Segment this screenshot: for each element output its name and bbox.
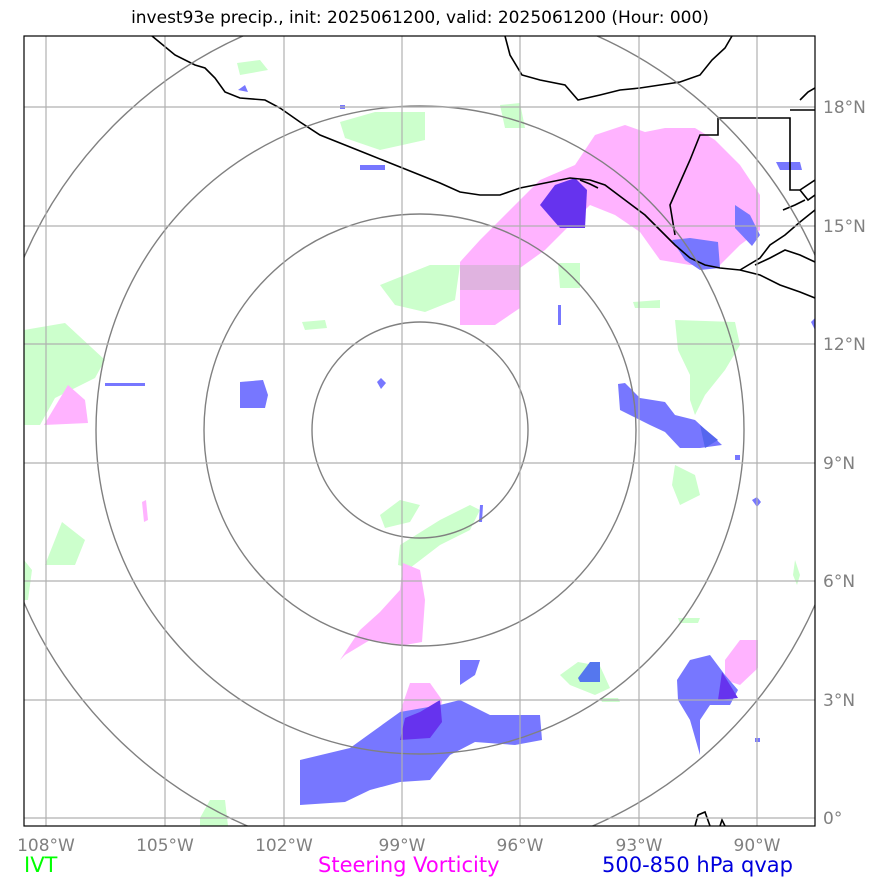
range-rings — [24, 36, 815, 826]
y-tick-label: 15°N — [823, 217, 866, 237]
coastlines — [151, 36, 815, 826]
x-tick-label: 99°W — [379, 836, 426, 856]
plot-frame — [23, 35, 816, 827]
x-tick-label: 96°W — [497, 836, 544, 856]
x-tick-labels: 108°W 105°W 102°W 99°W 96°W 93°W 90°W — [17, 836, 781, 856]
y-tick-labels: 18°N 15°N 12°N 9°N 6°N 3°N 0° — [823, 98, 866, 829]
y-tick-label: 3°N — [823, 691, 855, 711]
x-tick-label: 93°W — [616, 836, 663, 856]
y-tick-label: 9°N — [823, 454, 855, 474]
map-title: invest93e precip., init: 2025061200, val… — [131, 8, 709, 28]
y-tick-label: 0° — [823, 809, 842, 829]
x-tick-label: 108°W — [17, 836, 75, 856]
legend-steering-vorticity: Steering Vorticity — [318, 853, 500, 877]
gridlines — [24, 36, 815, 826]
map-layers — [24, 36, 815, 826]
qvap-dark-field — [400, 178, 738, 740]
y-tick-label: 6°N — [823, 572, 855, 592]
x-tick-label: 90°W — [734, 836, 781, 856]
x-tick-label: 105°W — [136, 836, 194, 856]
y-tick-label: 12°N — [823, 335, 866, 355]
y-tick-label: 18°N — [823, 98, 866, 118]
x-tick-label: 102°W — [255, 836, 313, 856]
legend-ivt: IVT — [24, 853, 58, 877]
legend-qvap: 500-850 hPa qvap — [602, 853, 793, 877]
